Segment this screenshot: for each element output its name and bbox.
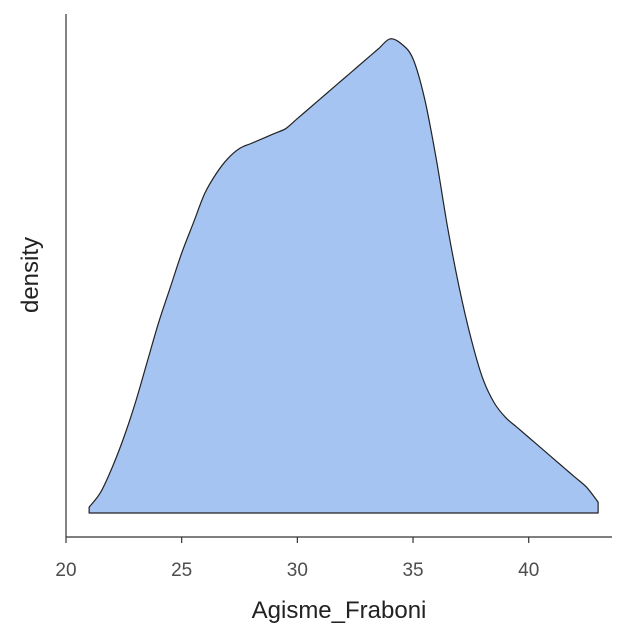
x-tick-label: 20	[55, 560, 76, 581]
x-axis-ticks: 20 25 30 35 40	[55, 537, 539, 581]
x-tick-label: 30	[287, 560, 308, 581]
x-tick-label: 25	[171, 560, 192, 581]
y-axis-title: density	[17, 237, 44, 313]
x-tick-label: 40	[518, 560, 539, 581]
density-area	[88, 38, 599, 514]
x-axis-title: Agisme_Fraboni	[252, 597, 427, 624]
x-tick-label: 35	[402, 560, 423, 581]
plot-area	[88, 38, 599, 514]
